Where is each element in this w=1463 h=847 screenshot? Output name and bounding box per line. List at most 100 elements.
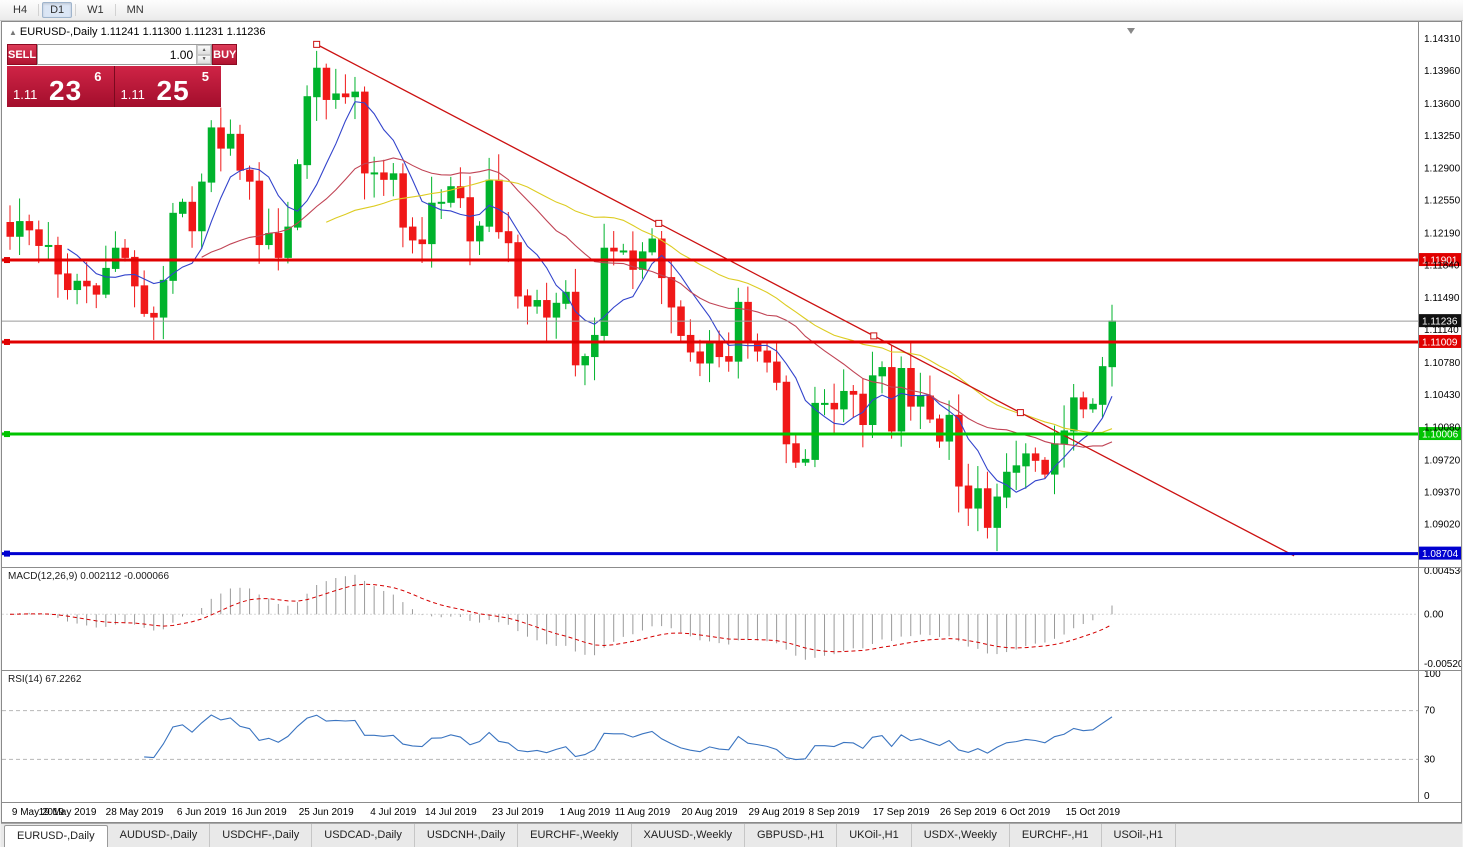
date-axis-label: 26 Sep 2019 — [940, 807, 997, 818]
price-axis-label: 1.13600 — [1424, 99, 1461, 110]
price-badge — [1419, 334, 1461, 348]
trendline-handle[interactable] — [313, 40, 321, 48]
date-axis-label: 15 Oct 2019 — [1066, 807, 1121, 818]
timeframe-button-w1[interactable]: W1 — [79, 2, 112, 18]
buy-button[interactable]: BUY — [212, 44, 238, 65]
price-badge-text: 1.11236 — [1422, 317, 1458, 328]
sell-price-big-digits: 23 — [49, 75, 83, 106]
date-axis-label: 17 Sep 2019 — [873, 807, 930, 818]
candlestick-series — [6, 50, 1116, 552]
volume-down-button[interactable]: ▼ — [197, 54, 212, 64]
price-axis-label: 1.10780 — [1424, 358, 1461, 369]
volume-up-button[interactable]: ▲ — [197, 45, 212, 55]
macd-histogram — [19, 574, 1113, 660]
level-line-handle[interactable] — [4, 257, 10, 264]
macd-indicator-label: MACD(12,26,9) 0.002112 -0.000066 — [8, 571, 170, 582]
rsi-axis-label: 30 — [1424, 754, 1436, 765]
date-axis-label: 19 May 2019 — [39, 807, 97, 818]
chart-tab-eurchf-weekly[interactable]: EURCHF-,Weekly — [518, 824, 632, 847]
date-axis-label: 8 Sep 2019 — [809, 807, 861, 818]
price-axis-label: 1.13960 — [1424, 66, 1461, 77]
price-badge — [1419, 253, 1461, 267]
price-axis-label: 1.12190 — [1424, 229, 1461, 240]
price-axis-label: 1.14310 — [1424, 34, 1461, 45]
date-axis-label: 23 Jul 2019 — [492, 807, 544, 818]
buy-price-big-digits: 25 — [156, 75, 190, 106]
price-axis-label: 1.10080 — [1424, 422, 1461, 433]
chart-window[interactable]: 1.11901 1.11009 1.10006 1.08704 1.11236 1.143… — [1, 21, 1462, 823]
chart-tab-audusd-daily[interactable]: AUDUSD-,Daily — [108, 824, 211, 847]
price-axis-label: 1.09720 — [1424, 455, 1461, 466]
chart-tab-usdcnh-daily[interactable]: USDCNH-,Daily — [415, 824, 519, 847]
date-axis-label: 16 Jun 2019 — [232, 807, 287, 818]
ma-7-line — [67, 101, 1113, 493]
trendline-handle[interactable] — [870, 332, 878, 340]
buy-price-pipette: 5 — [201, 69, 209, 84]
rsi-axis-label: 0 — [1424, 791, 1430, 802]
price-axis-label: 1.11140 — [1424, 325, 1459, 336]
chart-tab-ukoil-h1[interactable]: UKOil-,H1 — [837, 824, 912, 847]
sell-button[interactable]: SELL — [7, 44, 38, 65]
timeframe-toolbar: H4 D1 W1 MN — [0, 0, 1463, 21]
chart-tab-eurchf-h1[interactable]: EURCHF-,H1 — [1010, 824, 1102, 847]
volume-box: ▲ ▼ — [37, 44, 213, 65]
level-line-handle[interactable] — [4, 550, 10, 557]
chart-tab-usdx-weekly[interactable]: USDX-,Weekly — [912, 824, 1010, 847]
chart-tab-usoil-h1[interactable]: USOil-,H1 — [1102, 824, 1177, 847]
chart-ohlc-header: ▲ EURUSD-,Daily 1.11241 1.11300 1.11231 1… — [9, 26, 266, 38]
ma-21-line — [201, 157, 1113, 448]
sell-price-display[interactable]: 1.11 23 6 — [7, 66, 114, 107]
macd-signal-line — [9, 583, 1113, 653]
chart-tab-usdcad-daily[interactable]: USDCAD-,Daily — [312, 824, 415, 847]
date-axis-label: 25 Jun 2019 — [299, 807, 354, 818]
price-axis-label: 1.13250 — [1424, 131, 1461, 142]
macd-axis-label: -0.005205 — [1424, 659, 1461, 670]
price-badge — [1419, 427, 1461, 441]
price-badge — [1419, 546, 1461, 560]
chart-tab-usdchf-daily[interactable]: USDCHF-,Daily — [210, 824, 313, 847]
volume-spinner: ▲ ▼ — [196, 45, 212, 64]
price-badge-text: 1.11901 — [1422, 256, 1458, 267]
price-badge-text: 1.10006 — [1422, 430, 1459, 441]
price-badge-text: 1.08704 — [1422, 549, 1459, 560]
date-axis-label: 14 Jul 2019 — [425, 807, 477, 818]
price-chart-svg[interactable]: 1.119011.110091.100061.087041.112361.143… — [2, 22, 1461, 822]
price-axis-label: 1.09370 — [1424, 487, 1461, 498]
price-axis-label: 1.11840 — [1424, 261, 1460, 272]
timeframe-button-mn[interactable]: MN — [119, 2, 152, 18]
trendline-handle[interactable] — [655, 219, 663, 227]
macd-axis-label: 0.004536 — [1424, 566, 1461, 577]
date-axis-label: 1 Aug 2019 — [560, 807, 611, 818]
rsi-line — [144, 714, 1113, 761]
price-badge-text: 1.11009 — [1422, 337, 1458, 348]
rsi-indicator-label: RSI(14) 67.2262 — [8, 674, 82, 685]
date-axis-label: 6 Jun 2019 — [177, 807, 227, 818]
level-line-handle[interactable] — [4, 431, 10, 438]
trendline-handle[interactable] — [1016, 409, 1024, 417]
volume-input[interactable] — [38, 45, 197, 64]
toolbar-divider — [75, 4, 77, 16]
price-badge — [1419, 314, 1461, 328]
chart-ohlc-text: EURUSD-,Daily 1.11241 1.11300 1.11231 1.… — [19, 26, 266, 38]
date-axis-label: 4 Jul 2019 — [370, 807, 417, 818]
descending-trendline[interactable] — [316, 43, 1295, 557]
collapse-icon: ▲ — [9, 28, 17, 37]
date-axis-label: 29 Aug 2019 — [749, 807, 806, 818]
timeframe-button-d1[interactable]: D1 — [42, 2, 73, 18]
price-axis-label: 1.11490 — [1424, 293, 1460, 304]
buy-price-prefix: 1.11 — [120, 87, 145, 102]
ma-34-line — [326, 179, 1113, 434]
buy-price-display[interactable]: 1.11 25 5 — [114, 66, 221, 107]
level-line-handle[interactable] — [4, 338, 10, 345]
rsi-axis-label: 70 — [1424, 706, 1436, 717]
price-axis-label: 1.10430 — [1424, 390, 1461, 401]
date-axis-label: 6 Oct 2019 — [1001, 807, 1050, 818]
chart-tab-eurusd-daily[interactable]: EURUSD-,Daily — [4, 825, 108, 847]
sell-price-pipette: 6 — [94, 69, 102, 84]
chart-tab-xauusd-weekly[interactable]: XAUUSD-,Weekly — [632, 824, 745, 847]
price-axis-label: 1.09020 — [1424, 520, 1461, 531]
chart-tab-gbpusd-h1[interactable]: GBPUSD-,H1 — [745, 824, 838, 847]
timeframe-button-h4[interactable]: H4 — [5, 2, 35, 18]
chart-shift-marker[interactable] — [1127, 28, 1135, 34]
sell-price-prefix: 1.11 — [13, 87, 38, 102]
